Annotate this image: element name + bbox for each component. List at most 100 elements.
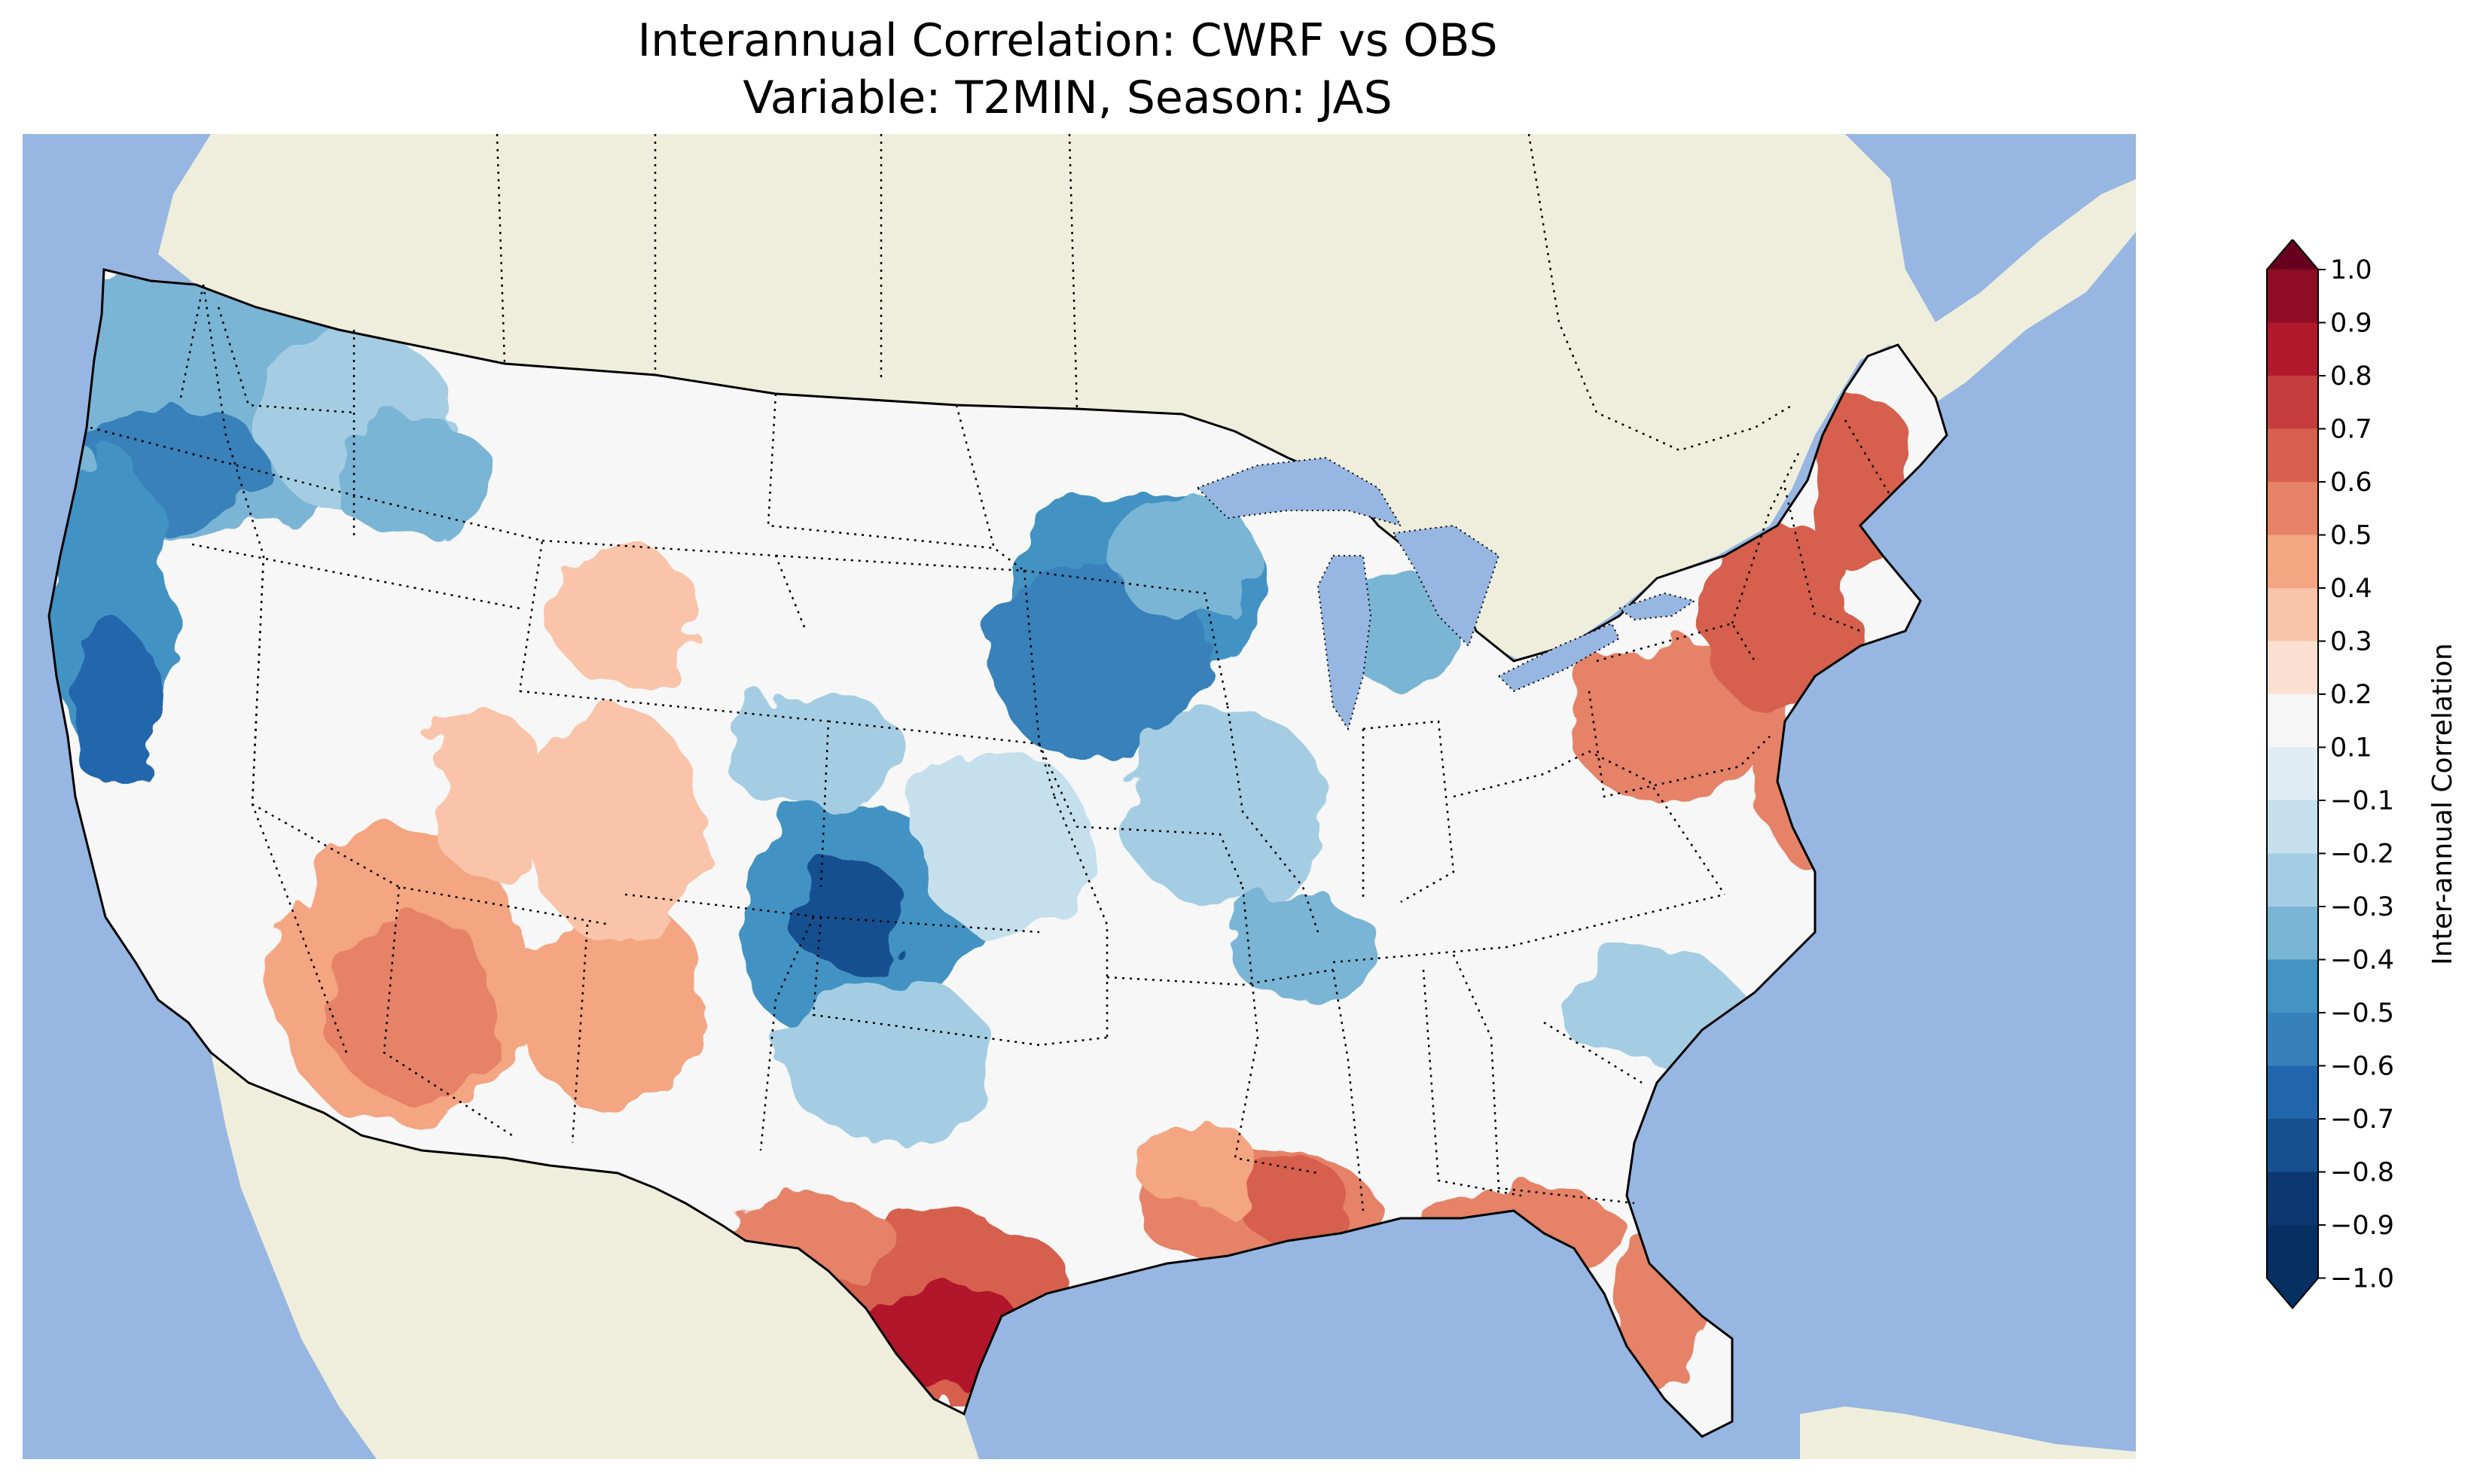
colorbar-tick-label: −0.3 [2330, 892, 2394, 922]
colorbar-tick-label: 0.9 [2330, 309, 2372, 339]
correlation-patch [331, 420, 497, 541]
state-border [1453, 750, 1726, 895]
correlation-patch [1702, 518, 1853, 714]
colorbar-segment [2267, 1225, 2318, 1278]
colorbar-segment [2267, 907, 2318, 960]
great-lakes [1196, 456, 1697, 731]
state-border [759, 916, 815, 1151]
colorbar-segment [2267, 482, 2318, 535]
state-border [1038, 743, 1244, 888]
state-border [1332, 969, 1365, 1211]
colorbar-segment [2267, 800, 2318, 854]
correlation-patch [987, 563, 1213, 759]
state-border [383, 886, 513, 1137]
correlation-map [23, 134, 2136, 1459]
colorbar-tick-label: 0.3 [2330, 627, 2372, 657]
correlation-patch [512, 894, 708, 1105]
correlation-patch [723, 691, 904, 812]
mexico-land [241, 1083, 979, 1459]
correlation-patch [1137, 1120, 1258, 1211]
state-border [1731, 449, 1801, 624]
colorbar-segment [2267, 376, 2318, 429]
state-border [1452, 954, 1635, 1205]
lake-erie [1497, 622, 1621, 693]
colorbar-tick-label: 0.1 [2330, 733, 2372, 763]
colorbar-tick-label: −1.0 [2330, 1264, 2394, 1294]
colorbar-tick-label: 0.8 [2330, 361, 2372, 392]
chart-title: Interannual Correlation: CWRF vs OBS [637, 14, 1498, 67]
colorbar-segment [2267, 1172, 2318, 1226]
state-border [90, 426, 544, 692]
colorbar-tick-label: 0.4 [2330, 574, 2372, 604]
correlation-patch [550, 548, 700, 684]
canada-land [158, 134, 2136, 661]
colorbar-tick-label: −0.9 [2330, 1211, 2394, 1241]
state-border [191, 543, 520, 610]
colorbar-segment [2267, 535, 2318, 589]
state-border [1053, 796, 1109, 1038]
lake-huron [1392, 524, 1500, 648]
colorbar-extend-max [2267, 239, 2318, 270]
state-border [1362, 720, 1455, 904]
colorbar-tick-label: 0.7 [2330, 415, 2372, 445]
state-border [1234, 886, 1319, 1175]
state-border [812, 916, 1108, 1047]
colorbar-tick-label: 0.5 [2330, 521, 2372, 551]
colorbar-ticks: 1.0 0.9 0.8 0.7 0.6 0.5 0.4 0.3 0.2 0.1 −0.1 −0.2 −0… [2318, 255, 2394, 1294]
colorbar-segment [2267, 641, 2318, 695]
state-border [571, 924, 589, 1144]
correlation-patch [1228, 1158, 1348, 1233]
correlation-patch [527, 714, 708, 940]
state-border [1588, 690, 1771, 798]
state-border [1332, 893, 1725, 964]
correlation-patch [1228, 894, 1378, 1000]
lake-superior [1196, 456, 1403, 527]
colorbar-tick-label: 0.2 [2330, 680, 2372, 710]
correlation-patch [783, 977, 994, 1143]
correlation-patch [331, 910, 497, 1105]
cuba-land [1800, 1406, 2136, 1459]
baja-peninsula [211, 1053, 422, 1459]
colorbar-tick-label: −0.1 [2330, 786, 2394, 816]
chart-subtitle: Variable: T2MIN, Season: JAS [743, 72, 1393, 124]
lake-michigan [1316, 555, 1372, 731]
colorbar-segment [2267, 959, 2318, 1013]
state-border [251, 555, 611, 926]
state-border [1106, 968, 1334, 986]
correlation-patch [429, 714, 550, 879]
colorbar-segment [2267, 1119, 2318, 1172]
state-border [1422, 969, 1522, 1197]
state-border [1596, 622, 1756, 663]
correlation-patch [68, 623, 158, 789]
state-border [1023, 569, 1229, 707]
colorbar-tick-label: −0.4 [2330, 946, 2394, 976]
colorbar-tick-label: 1.0 [2330, 255, 2372, 285]
colorbar-extend-min [2267, 1278, 2318, 1309]
colorbar-label: Inter-annual Correlation [2427, 643, 2458, 965]
colorbar-segment [2267, 1065, 2318, 1120]
colorbar-segment [2267, 270, 2318, 323]
province-borders [496, 134, 1793, 452]
province-border [1527, 134, 1793, 452]
colorbar-segment [2267, 747, 2318, 801]
lake-ontario [1617, 592, 1697, 621]
colorbar-segment [2267, 1013, 2318, 1066]
colorbar-tick-label: −0.6 [2330, 1052, 2394, 1082]
colorbar-tick-label: −0.7 [2330, 1105, 2394, 1135]
province-border [1068, 134, 1078, 410]
colorbar-segment [2267, 694, 2318, 748]
correlation-patch [911, 751, 1092, 932]
colorbar-tick-label: −0.5 [2330, 998, 2394, 1028]
correlation-patch [791, 864, 911, 970]
colorbar-segment [2267, 322, 2318, 376]
colorbar-segments [2266, 239, 2319, 1310]
colorbar-segment [2267, 428, 2318, 483]
colorbar-tick-label: −0.8 [2330, 1158, 2394, 1188]
colorbar-tick-label: −0.2 [2330, 840, 2394, 870]
land-areas [158, 134, 2136, 1459]
colorbar-segment [2267, 853, 2318, 907]
province-border [496, 134, 506, 364]
correlation-patch [1122, 714, 1333, 910]
colorbar-tick-label: 0.6 [2330, 468, 2372, 498]
colorbar: 1.0 0.9 0.8 0.7 0.6 0.5 0.4 0.3 0.2 0.1 −0.1 −0.2 −0… [2266, 239, 2458, 1310]
